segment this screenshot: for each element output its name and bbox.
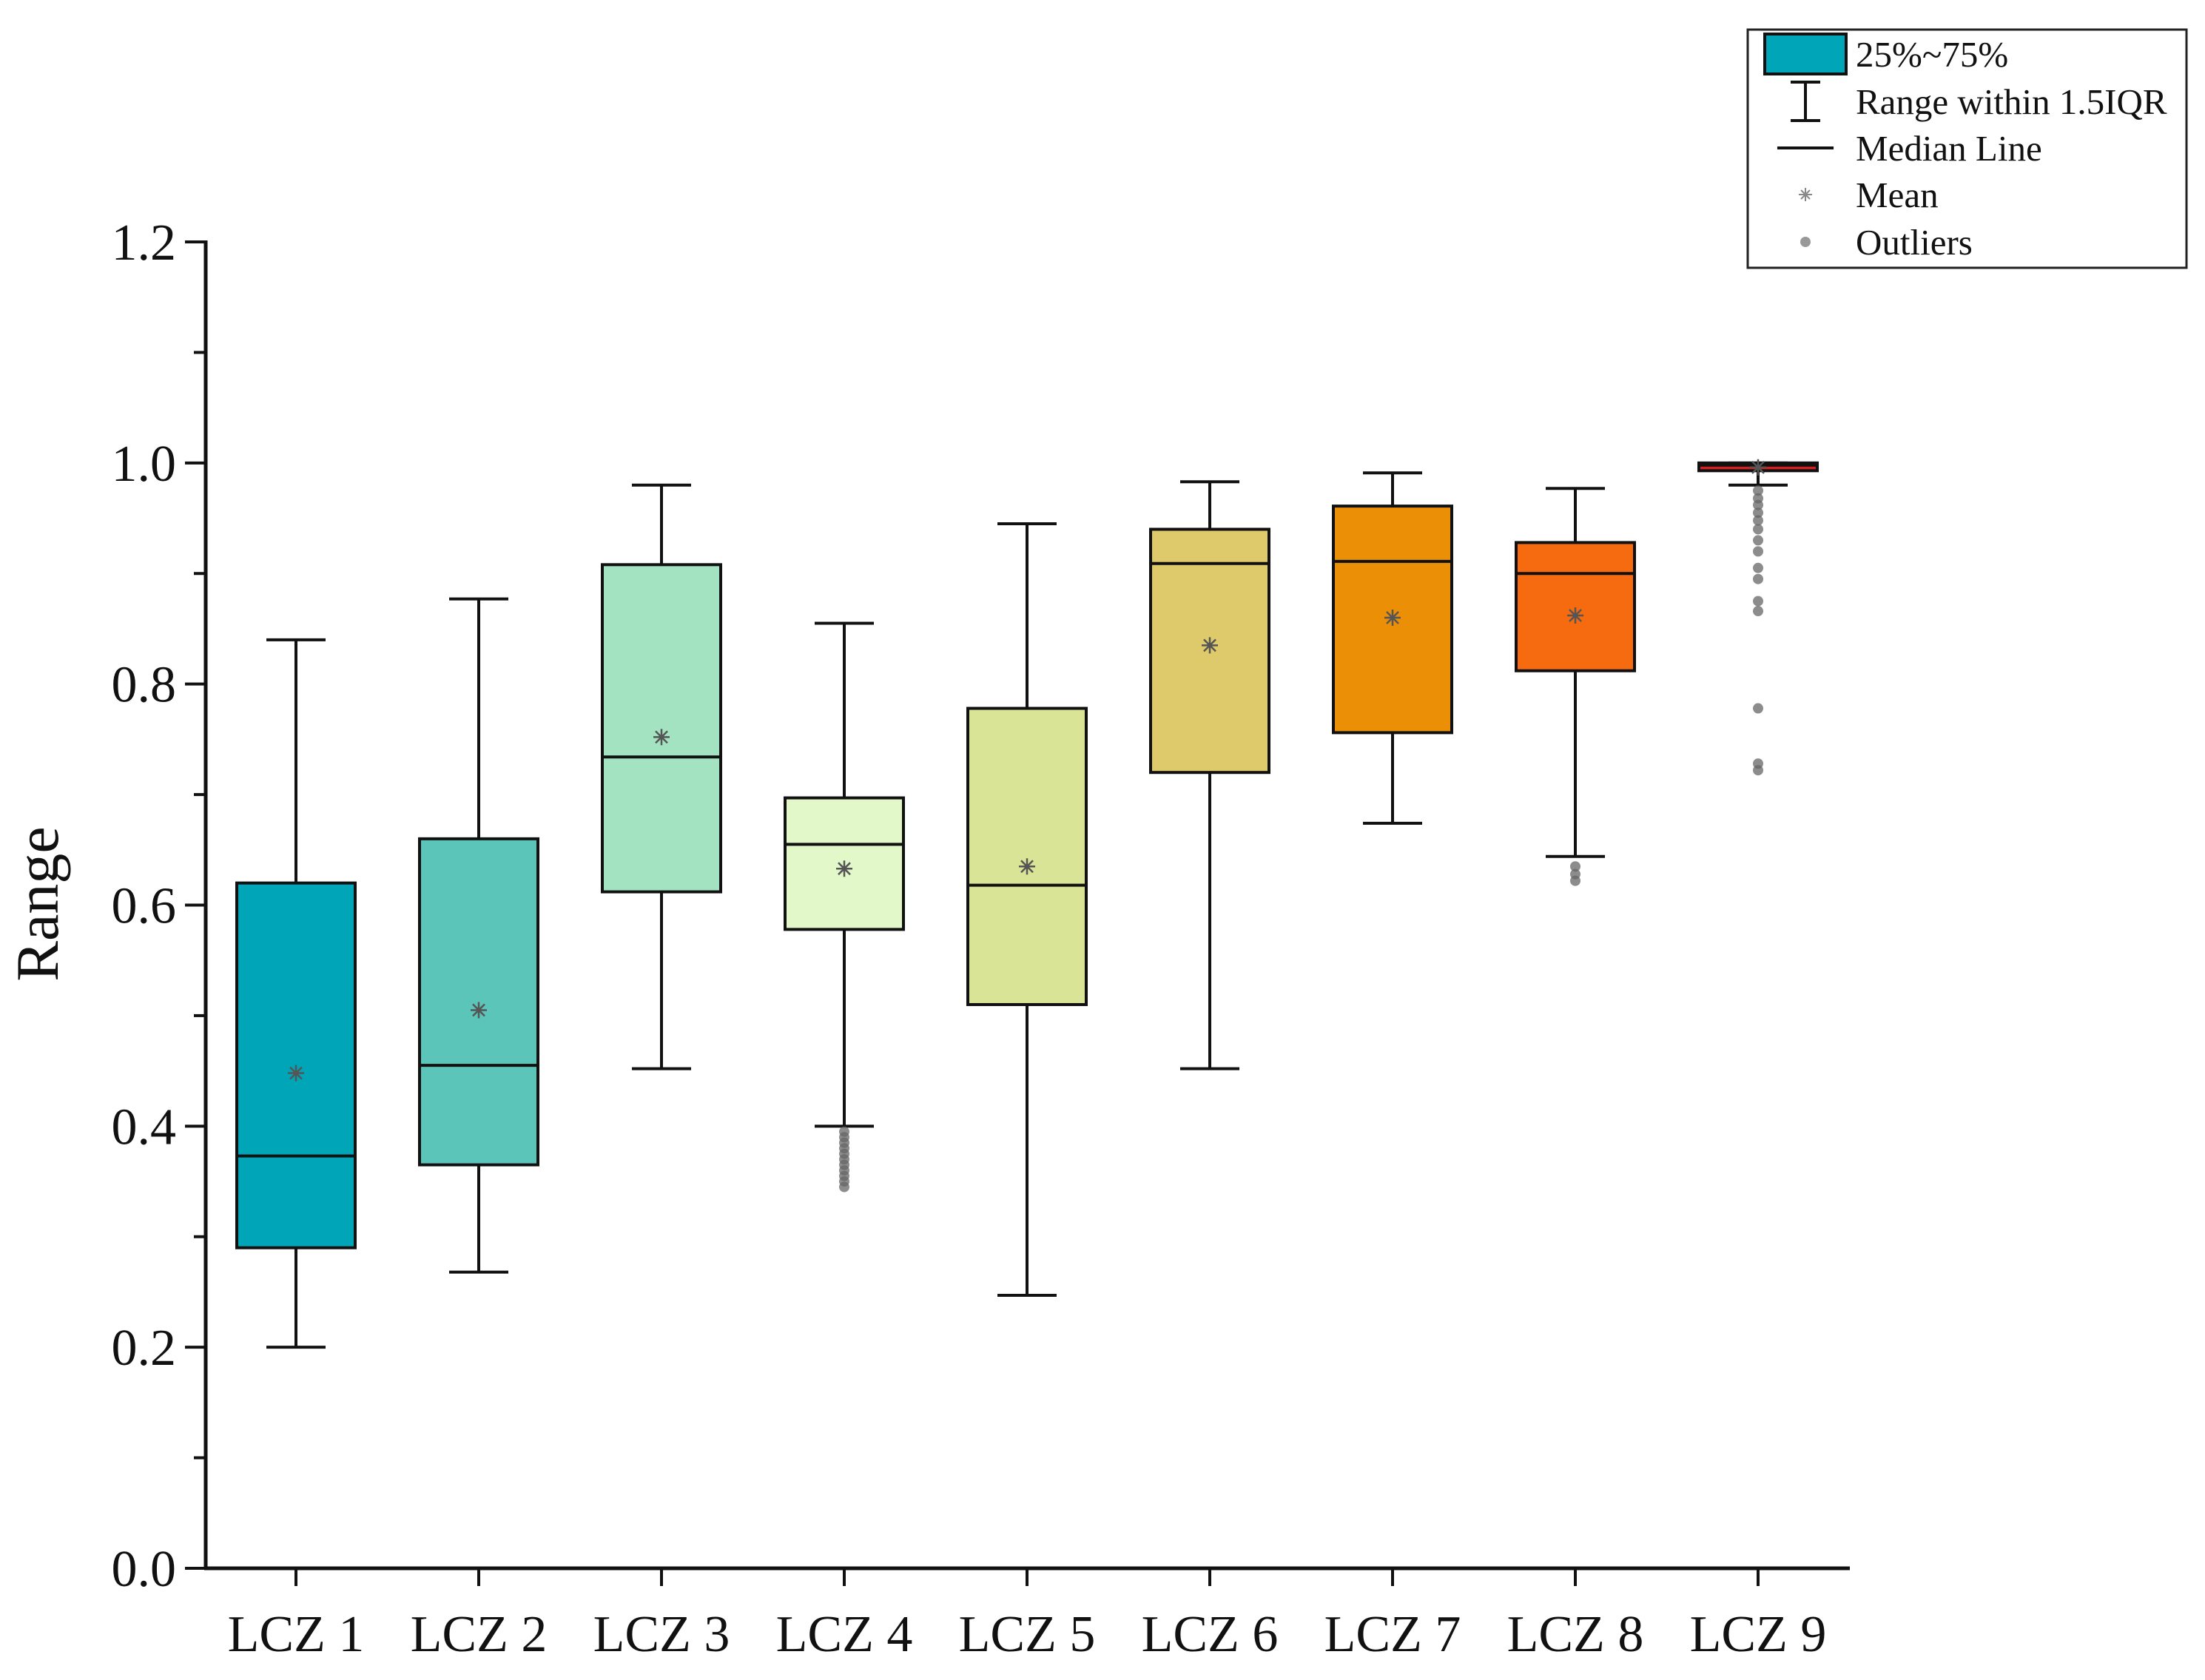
x-tick-label: LCZ 1: [228, 1606, 365, 1663]
mean-marker: [1202, 637, 1218, 654]
legend-mean-swatch: [1799, 188, 1812, 201]
x-tick-label: LCZ 7: [1324, 1606, 1461, 1663]
outlier-point: [1753, 546, 1763, 557]
box-group: [418, 597, 539, 1274]
outlier-point: [1753, 499, 1763, 510]
legend-label: 25%~75%: [1856, 34, 2008, 75]
y-tick-label: 0.2: [112, 1320, 177, 1377]
x-tick-label: LCZ 2: [411, 1606, 548, 1663]
mean-marker: [471, 1002, 487, 1019]
legend-label: Outliers: [1856, 222, 1973, 263]
iqr-box: [1515, 541, 1636, 672]
axes: Range 0.0 0.2 0.4 0.6 0.8 1.0 1.2 LCZ 1 LCZ 2 LCZ…: [4, 215, 1850, 1663]
box-group: [1332, 471, 1453, 825]
box-group: [966, 522, 1088, 1297]
outlier-point: [1753, 596, 1763, 607]
y-tick-label: 0.8: [112, 657, 177, 714]
outlier-point: [1753, 485, 1763, 496]
outlier-point: [839, 1181, 849, 1192]
plot-area: [235, 459, 1819, 1349]
mean-marker: [1384, 610, 1401, 627]
outlier-point: [1753, 507, 1763, 519]
legend-label: Mean: [1856, 175, 1939, 215]
box-group: [1697, 459, 1819, 776]
outlier-point: [1753, 535, 1763, 546]
x-tick-label: LCZ 9: [1690, 1606, 1827, 1663]
x-tick-label: LCZ 8: [1507, 1606, 1644, 1663]
iqr-box: [966, 706, 1088, 1006]
x-tick-label: LCZ 5: [959, 1606, 1096, 1663]
legend: 25%~75% Range within 1.5IQR Median Line Mea…: [1746, 28, 2188, 269]
y-tick-label: 0.0: [112, 1541, 177, 1598]
outlier-point: [1753, 573, 1763, 584]
mean-marker: [1750, 459, 1766, 476]
iqr-box: [601, 563, 722, 894]
outlier-point: [1753, 524, 1763, 535]
outlier-point: [1753, 765, 1763, 776]
outlier-point: [1570, 875, 1580, 886]
mean-marker: [653, 729, 670, 746]
iqr-box: [418, 837, 539, 1167]
y-tick-label: 1.0: [112, 436, 177, 493]
mean-marker: [288, 1065, 304, 1082]
box-group: [235, 638, 357, 1349]
x-tick-label: LCZ 3: [593, 1606, 730, 1663]
outlier-point: [1570, 861, 1580, 872]
mean-marker: [1019, 858, 1035, 875]
y-axis-label: Range: [4, 826, 71, 981]
legend-label: Range within 1.5IQR: [1856, 81, 2167, 122]
y-tick-label: 1.2: [112, 215, 177, 271]
mean-marker: [836, 860, 852, 877]
box-group: [1149, 480, 1270, 1070]
mean-marker: [1567, 607, 1583, 624]
x-tick-label: LCZ 4: [776, 1606, 913, 1663]
outlier-point: [1753, 703, 1763, 714]
y-tick-label: 0.4: [112, 1099, 177, 1156]
y-tick-label: 0.6: [112, 878, 177, 935]
outlier-point: [1753, 515, 1763, 526]
iqr-box: [1149, 527, 1270, 775]
outlier-point: [1753, 606, 1763, 617]
box-group: [1515, 487, 1636, 886]
iqr-box: [235, 881, 357, 1249]
legend-label: Median Line: [1856, 128, 2042, 169]
legend-box-swatch: [1763, 33, 1848, 75]
legend-outlier-swatch: [1800, 237, 1811, 247]
box-group: [601, 483, 722, 1070]
x-tick-label: LCZ 6: [1142, 1606, 1279, 1663]
outlier-point: [1753, 562, 1763, 573]
box-group: [784, 621, 905, 1192]
